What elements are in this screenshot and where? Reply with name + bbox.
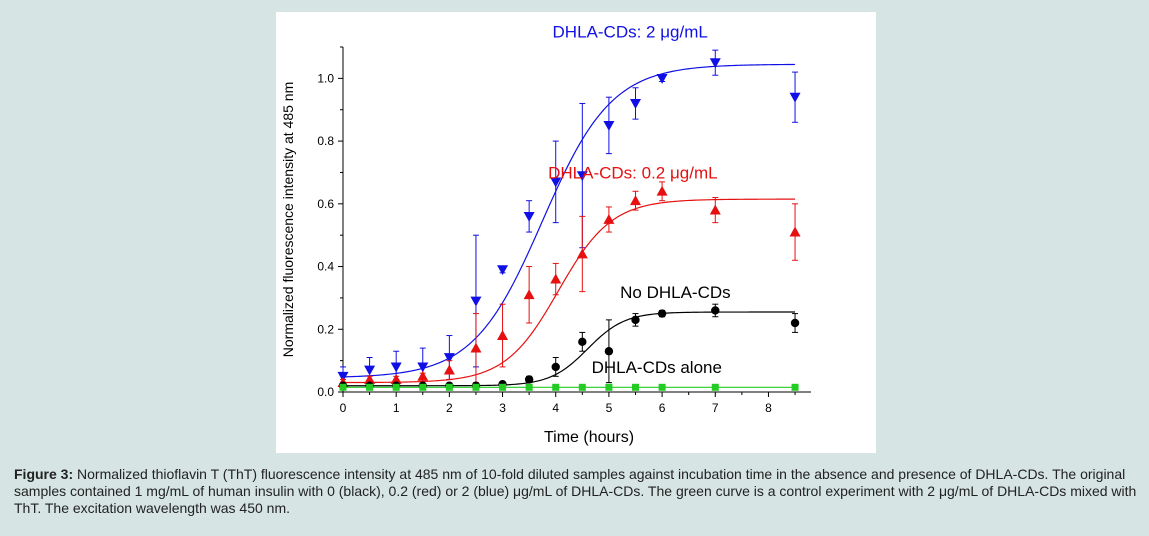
data-point [390,362,402,373]
data-point [576,171,588,182]
data-point [445,383,453,391]
fit-curve [343,311,796,387]
data-point [604,347,614,356]
series-1 [337,181,801,387]
data-point [630,99,641,109]
data-point [576,248,588,259]
y-tick-label: 0.0 [317,385,334,399]
annotation-label: DHLA-CDs: 2 μg/mL [553,23,708,42]
x-tick-label: 1 [393,401,400,415]
data-point [791,383,799,391]
x-tick-label: 3 [499,401,506,415]
data-point [550,273,562,284]
figure-caption: Figure 3: Normalized thioflavin T (ThT) … [14,466,1139,517]
data-point [417,362,429,373]
series-2 [338,303,800,390]
x-tick-label: 2 [446,401,453,415]
x-tick-label: 4 [552,401,559,415]
chart-panel: 0 1 2 3 4 5 6 7 8 0.0 0.2 0.4 0.6 0.8 1.0 Time (hours) N… [276,12,876,453]
x-axis-label: Time (hours) [544,429,634,446]
data-point [711,306,720,315]
x-tick-label: 8 [765,401,772,415]
y-tick-label: 0.6 [317,197,334,211]
data-point [632,383,639,391]
data-point [631,315,640,325]
y-tick-label: 0.4 [317,260,334,274]
data-point [711,383,719,391]
annotation-label: No DHLA-CDs [620,283,731,302]
fit-curve [342,63,796,378]
data-point [497,330,509,340]
data-point [470,342,482,353]
data-point [392,383,400,391]
data-point [578,337,587,347]
fit-curve [342,198,796,384]
data-point [470,296,482,307]
data-point [524,375,534,384]
data-point [366,383,374,391]
data-point [523,211,535,222]
data-point [551,362,560,372]
y-tick-label: 0.2 [317,322,334,336]
data-point [603,214,615,224]
data-point [443,364,455,375]
data-point [656,73,668,84]
data-point [364,365,376,376]
annotation-label: DHLA-CDs alone [592,358,722,377]
data-point [789,92,801,103]
data-point [656,185,668,196]
data-point [790,318,800,328]
data-point [658,383,666,391]
x-tick-label: 6 [659,401,666,415]
data-point [552,383,560,391]
data-point [364,373,376,384]
data-point [419,383,427,391]
caption-label: Figure 3: [14,466,74,482]
y-tick-label: 1.0 [317,71,334,85]
fluorescence-chart: 0 1 2 3 4 5 6 7 8 0.0 0.2 0.4 0.6 0.8 1.0 Time (hours) N… [280,23,811,446]
data-point [789,226,801,237]
data-point [472,383,480,391]
data-point [709,204,721,215]
series-0 [337,49,801,387]
series-3 [339,383,799,391]
data-point [550,177,562,188]
data-point [525,383,533,391]
data-point [499,383,507,391]
data-point [337,371,349,382]
data-point [523,289,535,300]
x-tick-label: 7 [712,401,719,415]
data-point [630,195,641,206]
annotation-label: DHLA-CDs: 0.2 μg/mL [548,164,717,183]
y-axis-label: Normalized fluorescence intensity at 485… [280,82,296,357]
data-point [578,383,586,391]
data-point [417,370,429,381]
data-point [605,383,613,391]
data-point [339,383,347,391]
data-point [709,58,721,69]
data-point [497,265,509,276]
data-point [390,373,402,384]
y-tick-label: 0.8 [317,134,334,148]
data-point [603,121,615,131]
x-tick-label: 5 [606,401,613,415]
data-point [657,309,667,318]
x-tick-label: 0 [340,401,347,415]
data-point [443,353,455,363]
caption-text: Normalized thioflavin T (ThT) fluorescen… [14,466,1137,516]
